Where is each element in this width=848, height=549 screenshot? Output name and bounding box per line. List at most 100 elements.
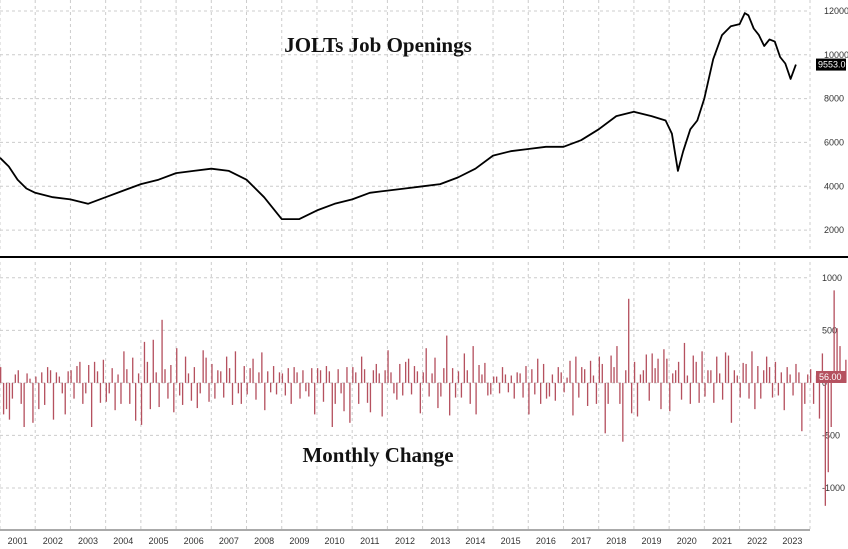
bar — [305, 382, 307, 392]
bar — [657, 358, 659, 383]
bar — [501, 367, 504, 383]
bar — [484, 362, 486, 383]
bar — [378, 373, 380, 383]
bar — [366, 382, 369, 403]
bar — [252, 358, 254, 383]
bar — [96, 371, 99, 383]
bar — [674, 370, 677, 383]
bar — [809, 369, 812, 383]
bar — [38, 382, 40, 410]
x-tick-label: 2003 — [78, 536, 98, 546]
bottom-panel-grid — [0, 262, 811, 530]
bar — [126, 369, 128, 383]
x-tick-label: 2007 — [219, 536, 239, 546]
bar — [393, 382, 395, 394]
bar — [319, 370, 322, 383]
bar — [208, 382, 210, 402]
bar — [132, 357, 134, 383]
bar — [404, 361, 407, 383]
bar — [586, 382, 589, 406]
bar — [537, 358, 539, 383]
bar — [261, 352, 263, 383]
bar — [786, 367, 788, 383]
bar — [413, 366, 416, 383]
bar — [425, 348, 427, 383]
bar — [90, 382, 93, 428]
bar — [566, 377, 568, 383]
x-tick-label: 2018 — [606, 536, 626, 546]
bar — [542, 363, 545, 383]
bar — [510, 375, 512, 383]
x-tick-label: 2016 — [536, 536, 556, 546]
bar — [32, 382, 34, 423]
bar — [554, 382, 556, 401]
bar — [129, 382, 131, 404]
bar — [181, 382, 184, 405]
bar — [727, 355, 730, 383]
bar — [525, 366, 527, 383]
bar — [783, 382, 785, 411]
bar — [8, 382, 11, 420]
bar — [407, 358, 410, 383]
bar — [140, 382, 143, 425]
top-y-tick-label: 2000 — [824, 225, 844, 235]
bar — [325, 366, 328, 383]
bar — [14, 374, 16, 383]
bar — [17, 370, 19, 383]
bar — [29, 378, 31, 383]
bar — [314, 382, 316, 415]
bar — [469, 382, 471, 404]
bar — [290, 382, 292, 404]
x-tick-label: 2005 — [148, 536, 168, 546]
bar — [663, 349, 665, 383]
bar — [672, 373, 674, 383]
bar — [457, 371, 460, 383]
bar — [173, 382, 175, 413]
bar — [67, 371, 69, 383]
x-tick-label: 2014 — [465, 536, 485, 546]
bar — [190, 382, 193, 401]
bar — [52, 382, 55, 420]
bar — [234, 351, 237, 383]
bar — [539, 382, 542, 404]
bar — [771, 382, 774, 398]
bar — [416, 371, 419, 383]
bar — [82, 382, 84, 404]
bar — [522, 382, 524, 398]
top-last-value-badge: 9553.0 — [816, 58, 846, 71]
x-tick-label: 2022 — [747, 536, 767, 546]
bar — [528, 382, 530, 415]
bar — [105, 382, 107, 402]
bar — [745, 363, 747, 383]
bar — [669, 382, 671, 412]
bar — [763, 370, 765, 383]
bar — [184, 356, 187, 383]
bar — [578, 382, 580, 398]
bar — [249, 368, 251, 383]
x-tick-label: 2015 — [501, 536, 521, 546]
bar — [64, 382, 66, 415]
job-openings-line-layer — [0, 12, 797, 220]
monthly-change-bars — [0, 290, 847, 506]
bar — [654, 368, 656, 383]
bar — [751, 351, 753, 383]
bar — [134, 382, 137, 421]
bar — [55, 372, 58, 383]
bar — [774, 361, 777, 383]
bar — [316, 368, 319, 383]
top-last-value-label: 9553.0 — [818, 60, 846, 70]
bar — [23, 382, 25, 428]
bar — [604, 382, 606, 434]
bar — [228, 368, 231, 383]
bar — [765, 356, 768, 383]
bar — [61, 382, 63, 394]
bar — [460, 382, 463, 398]
bar — [519, 373, 521, 383]
bar — [158, 382, 160, 408]
bar — [630, 382, 633, 414]
bar — [293, 367, 295, 383]
bar — [179, 382, 181, 396]
bar — [440, 382, 442, 397]
bar — [651, 353, 653, 383]
